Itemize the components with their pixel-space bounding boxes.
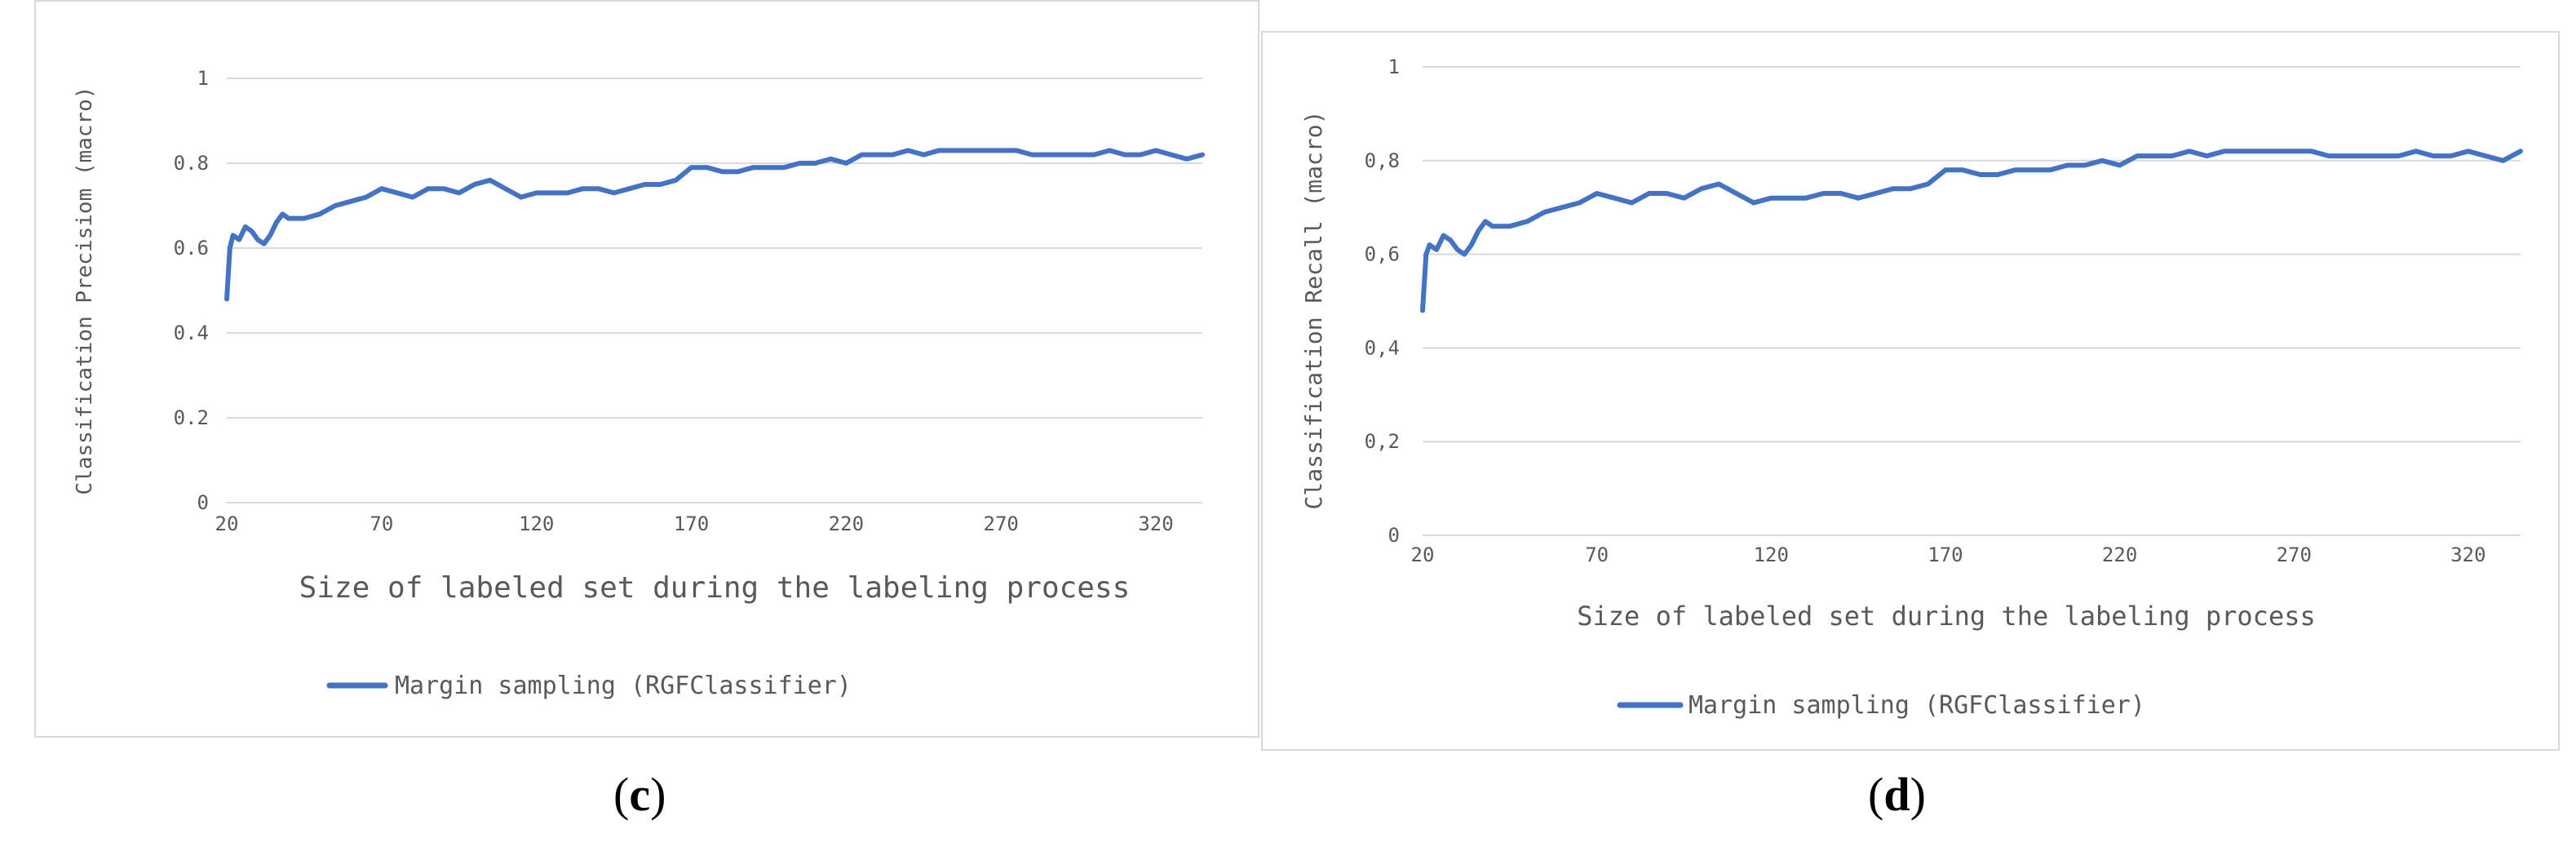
x-tick-label-c-4: 220 — [829, 512, 864, 535]
caption-c-close: ) — [650, 768, 666, 821]
y-axis-title-d: Classification Recall (macro) — [1300, 111, 1327, 510]
x-tick-label-d-3: 170 — [1928, 543, 1963, 566]
x-tick-label-d-0: 20 — [1411, 543, 1435, 566]
y-tick-label-d-0: 0 — [1388, 524, 1400, 547]
y-tick-label-c-4: 0.8 — [174, 152, 209, 175]
y-tick-label-c-0: 0 — [197, 491, 209, 514]
caption-d-close: ) — [1910, 768, 1926, 821]
x-tick-label-d-6: 320 — [2450, 543, 2485, 566]
y-tick-label-c-5: 1 — [197, 67, 209, 90]
series-line-c-0 — [224, 148, 1205, 302]
y-tick-label-d-3: 0,6 — [1365, 243, 1400, 266]
y-tick-label-c-3: 0.6 — [174, 237, 209, 260]
caption-d: (d) — [1868, 767, 1926, 822]
y-axis-title-c: Classification Precisiom (macro) — [73, 86, 97, 495]
y-tick-label-d-4: 0,8 — [1365, 149, 1400, 172]
series-line-d-0 — [1420, 149, 2523, 313]
x-axis-title-d: Size of labeled set during the labeling … — [1577, 601, 2315, 632]
x-tick-label-c-0: 20 — [215, 512, 239, 535]
legend-label-c-0: Margin sampling (RGFClassifier) — [395, 672, 852, 700]
x-tick-label-d-1: 70 — [1585, 543, 1609, 566]
y-tick-label-d-5: 1 — [1388, 55, 1400, 78]
y-tick-label-d-1: 0,2 — [1365, 430, 1400, 453]
chart-panel-d — [1261, 31, 2560, 751]
x-tick-label-c-6: 320 — [1138, 512, 1173, 535]
x-tick-label-c-2: 120 — [519, 512, 554, 535]
x-tick-label-d-4: 220 — [2102, 543, 2137, 566]
caption-c: (c) — [613, 767, 666, 822]
y-tick-label-c-1: 0.2 — [174, 406, 209, 429]
x-tick-label-c-3: 170 — [674, 512, 709, 535]
y-tick-label-d-2: 0,4 — [1365, 336, 1400, 359]
x-axis-title-c: Size of labeled set during the labeling … — [299, 571, 1131, 605]
caption-c-open: ( — [613, 768, 630, 821]
x-tick-label-d-5: 270 — [2277, 543, 2312, 566]
x-tick-label-d-2: 120 — [1754, 543, 1789, 566]
legend-label-d-0: Margin sampling (RGFClassifier) — [1689, 691, 2145, 720]
caption-c-letter: c — [629, 768, 651, 821]
caption-d-open: ( — [1868, 768, 1884, 821]
x-tick-label-c-5: 270 — [984, 512, 1019, 535]
chart-panel-c — [34, 0, 1259, 738]
caption-d-letter: d — [1883, 768, 1910, 821]
y-tick-label-c-2: 0.4 — [174, 322, 209, 344]
x-tick-label-c-1: 70 — [370, 512, 393, 535]
